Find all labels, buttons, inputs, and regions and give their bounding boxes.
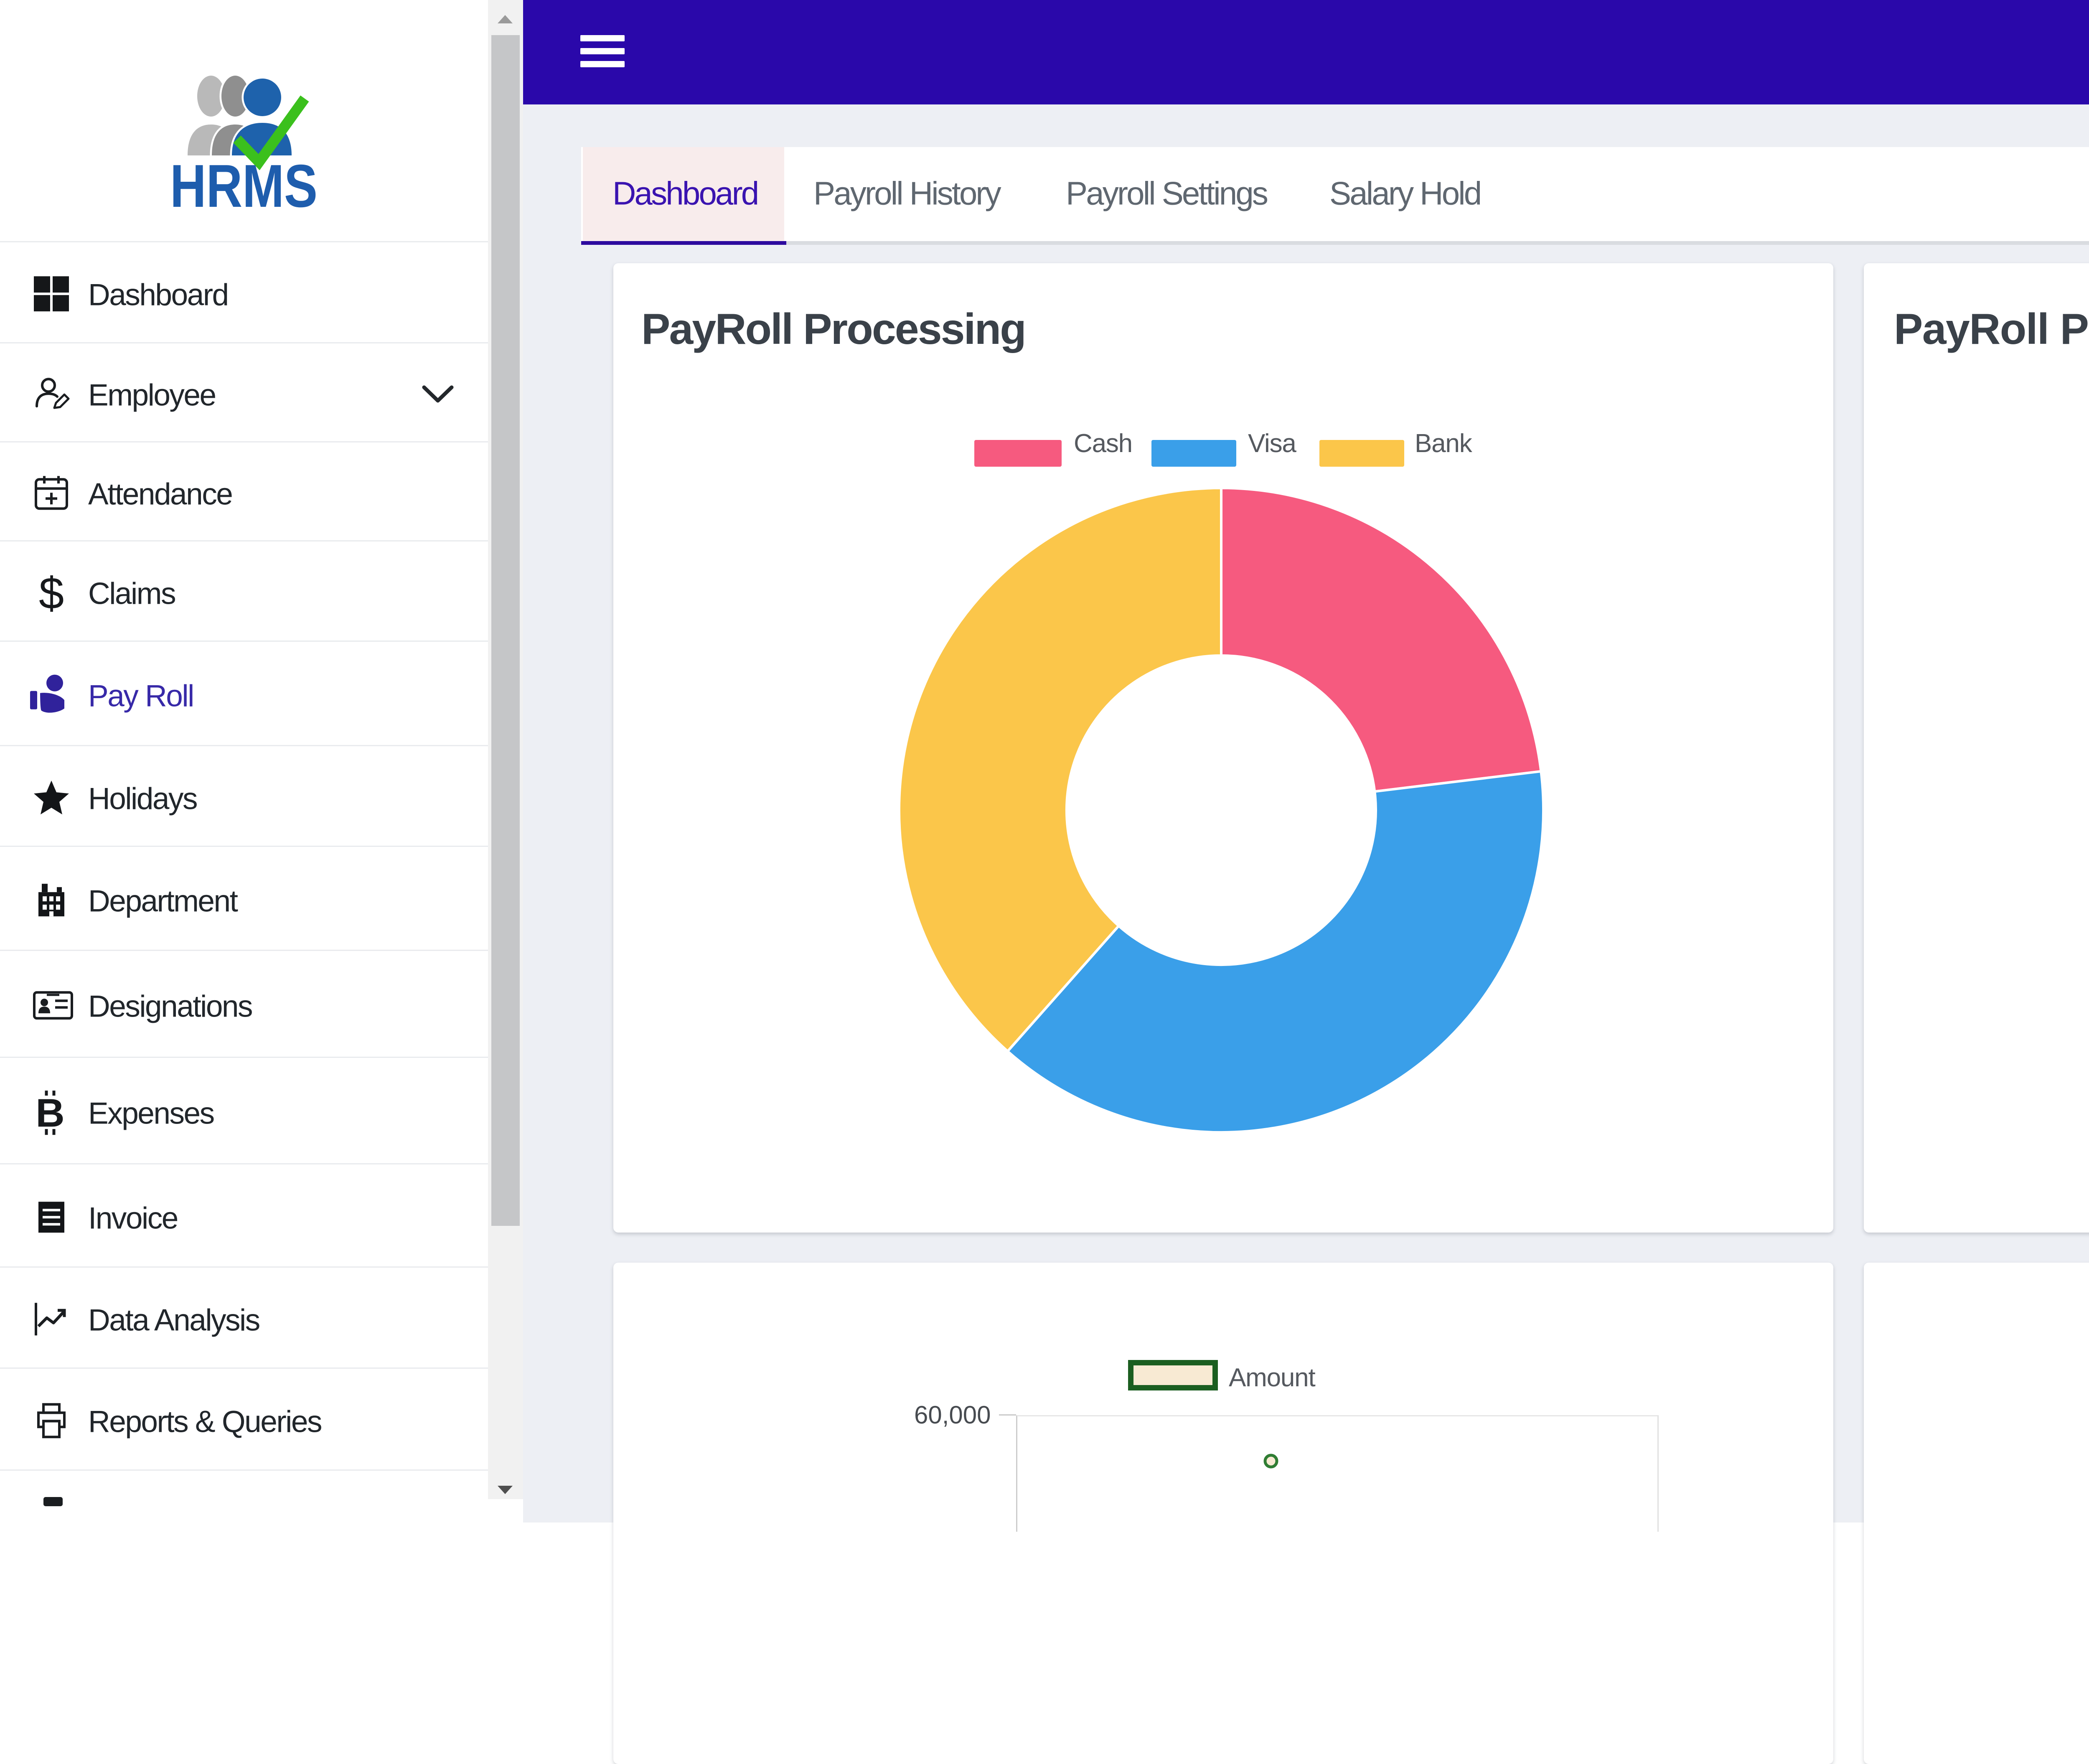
svg-text:$: $ bbox=[39, 568, 64, 618]
svg-text:HRMS: HRMS bbox=[170, 152, 318, 213]
svg-text:B: B bbox=[36, 1090, 64, 1135]
